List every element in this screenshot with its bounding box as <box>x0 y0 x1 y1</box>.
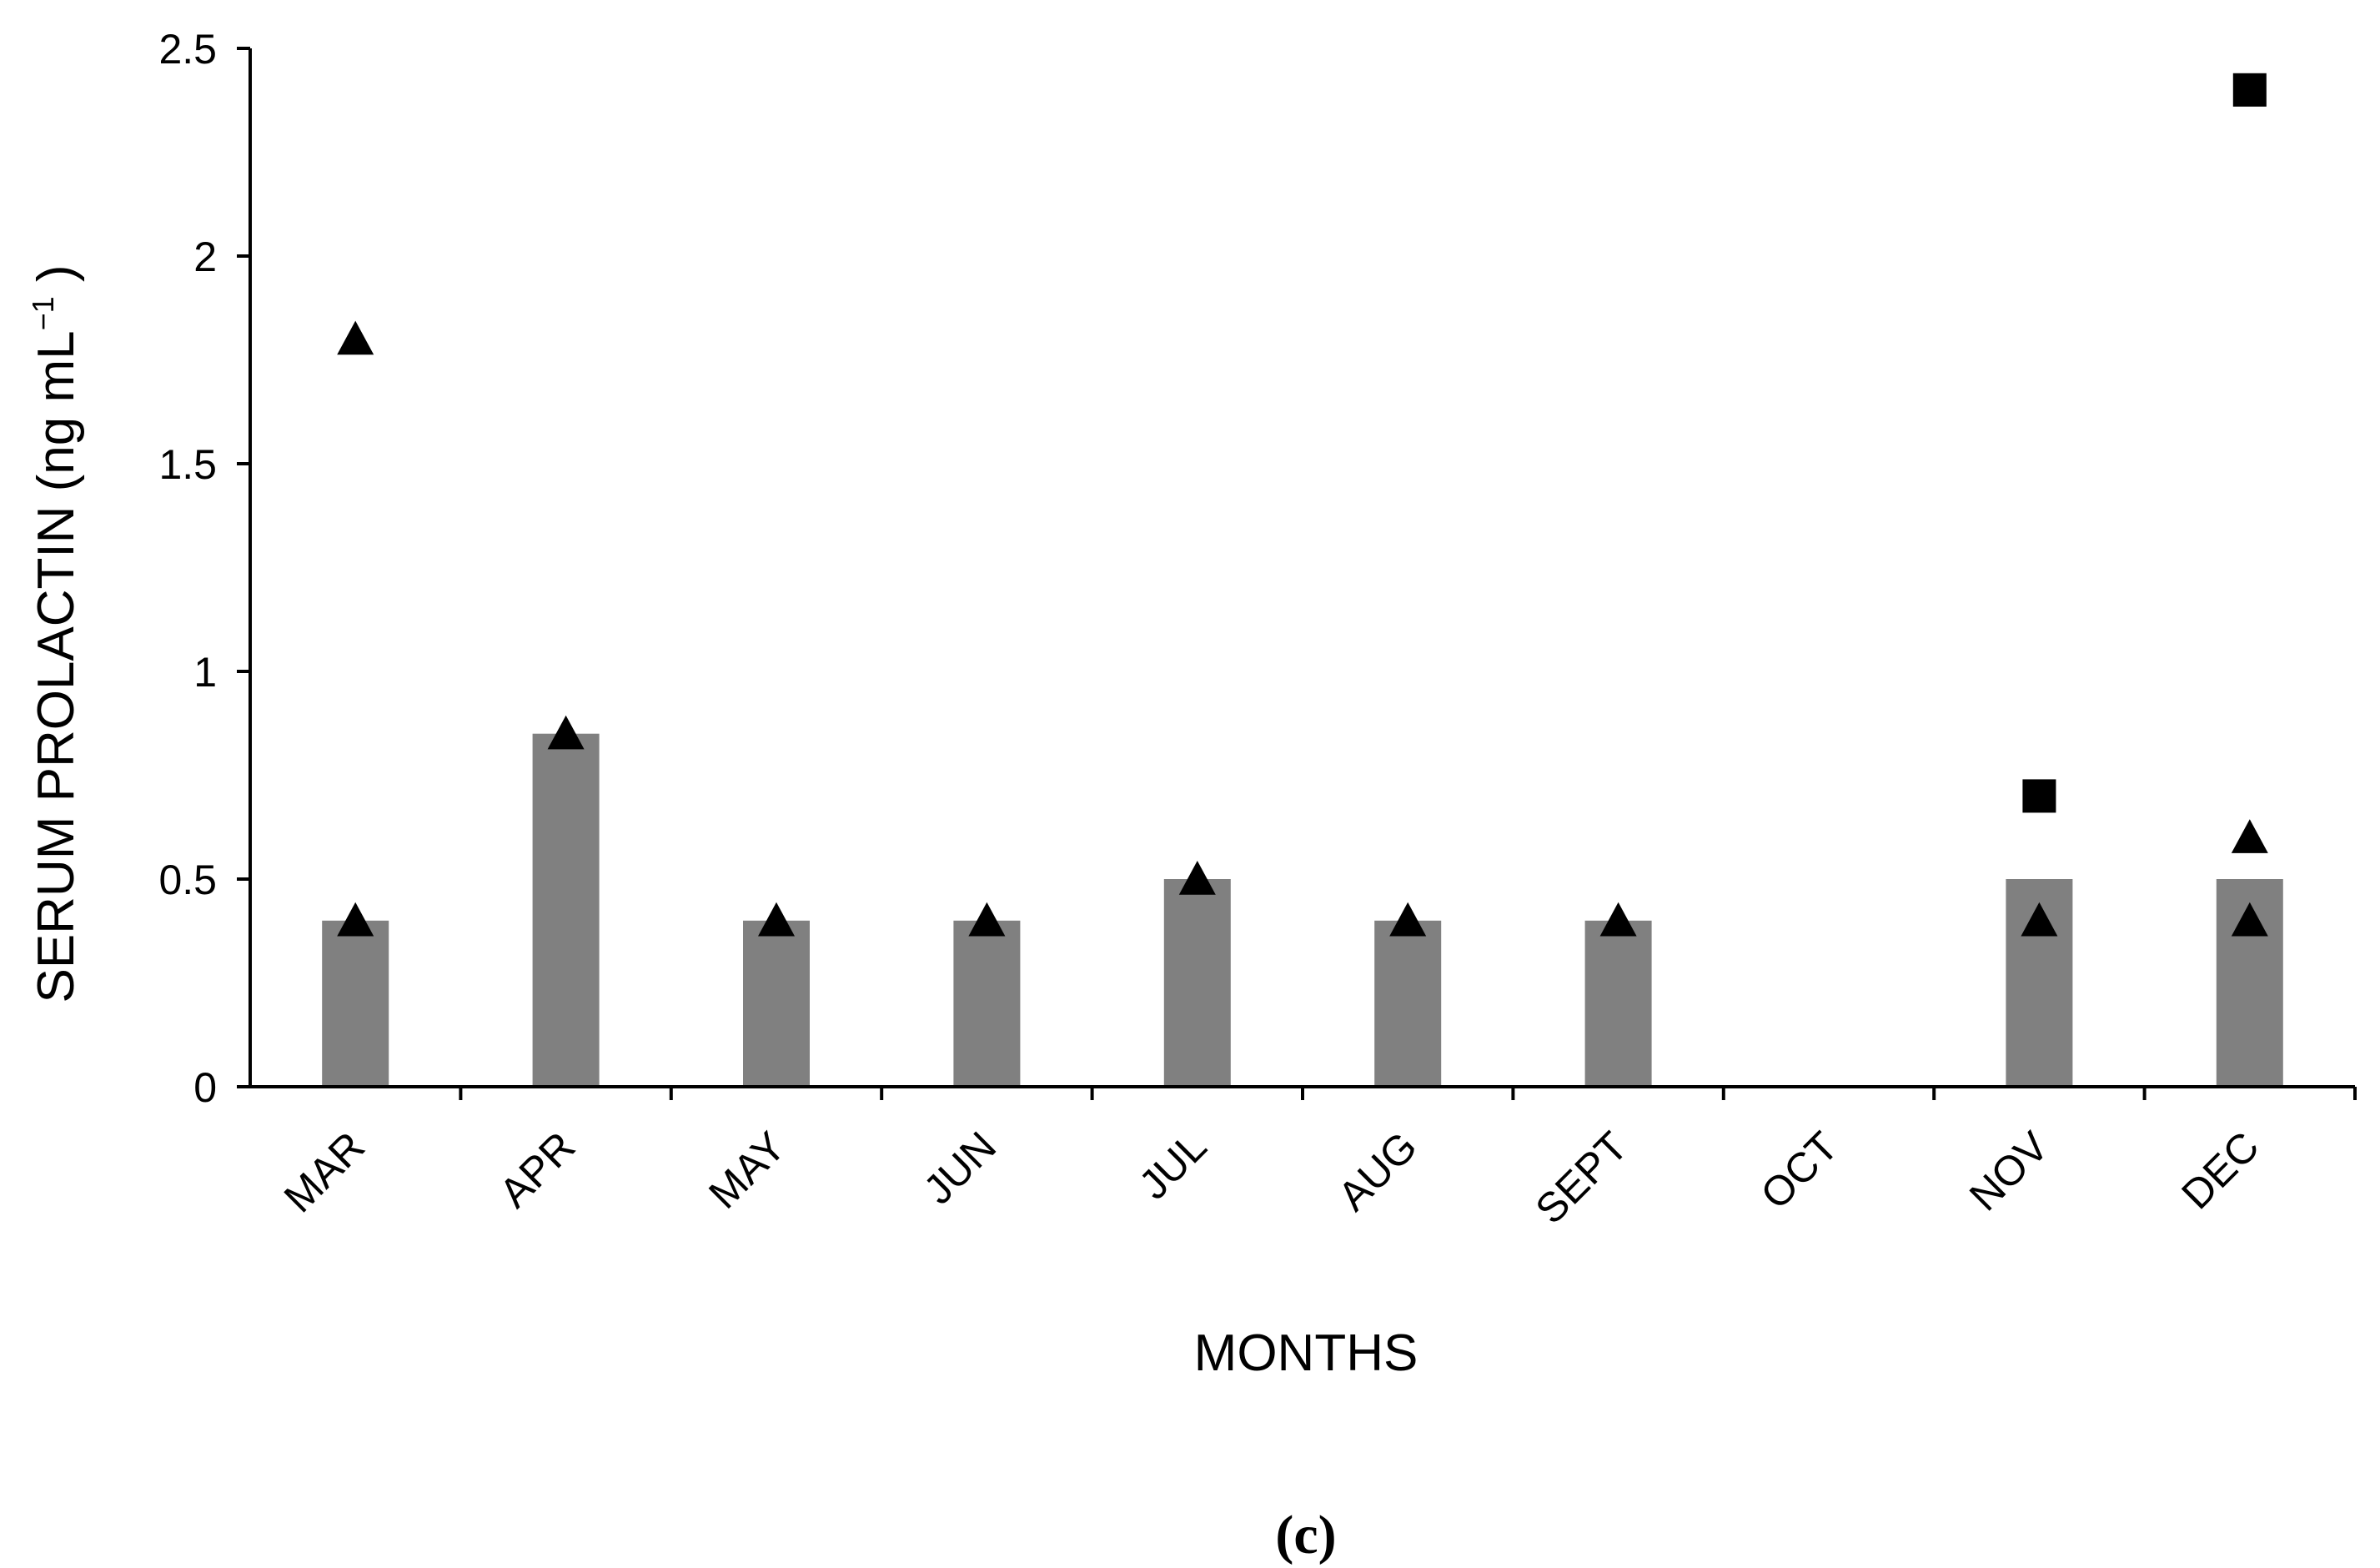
x-tick-label-sept: SEPT <box>1526 1123 1636 1233</box>
x-tick-label-aug: AUG <box>1329 1123 1426 1219</box>
triangle-point-jul-5 <box>1178 861 1216 895</box>
markers-layer <box>337 73 2268 937</box>
square-point-nov-0 <box>2022 779 2056 813</box>
bar-jun <box>953 920 1021 1087</box>
bar-may <box>743 920 810 1087</box>
triangle-point-aug-6 <box>1389 902 1427 937</box>
y-axis-title-superscript: −1 <box>26 296 60 330</box>
x-tick-label-nov: NOV <box>1961 1123 2058 1220</box>
y-axis-title: SERUM PROLACTIN (ng mL−1 ) <box>26 264 85 1003</box>
x-tick-label-jul: JUL <box>1130 1123 1215 1208</box>
x-tick-label-mar: MAR <box>275 1123 374 1221</box>
x-tick-label-dec: DEC <box>2172 1123 2267 1218</box>
triangle-point-nov-8 <box>2021 902 2058 937</box>
triangle-point-apr-2 <box>547 715 585 750</box>
y-tick-label-0: 0 <box>193 1064 217 1111</box>
triangle-point-mar-1 <box>337 902 374 937</box>
bar-jul <box>1163 879 1231 1087</box>
triangle-point-dec-9 <box>2231 819 2268 853</box>
y-tick-label-2: 2 <box>193 234 217 280</box>
triangle-point-sept-7 <box>1599 902 1637 937</box>
triangle-point-mar-0 <box>337 320 374 355</box>
y-tick-label-0-5: 0.5 <box>158 857 217 903</box>
square-point-dec-1 <box>2232 73 2267 107</box>
bars-layer <box>322 733 2283 1087</box>
triangle-point-jun-4 <box>968 902 1006 937</box>
bar-apr <box>532 733 600 1087</box>
bar-mar <box>322 920 389 1087</box>
triangle-point-may-3 <box>758 902 795 937</box>
x-tick-label-jun: JUN <box>915 1123 1005 1213</box>
panel-label: (c) <box>1275 1505 1336 1565</box>
y-axis-title-close: ) <box>28 264 85 296</box>
y-axis-title-main: SERUM PROLACTIN (ng mL <box>28 330 85 1003</box>
bar-aug <box>1374 920 1442 1087</box>
axes-layer <box>237 47 2357 1100</box>
y-tick-label-1: 1 <box>193 649 217 696</box>
x-axis-title: MONTHS <box>1194 1324 1418 1382</box>
x-tick-label-apr: APR <box>490 1123 584 1216</box>
y-tick-label-1-5: 1.5 <box>158 441 217 488</box>
x-tick-label-oct: OCT <box>1752 1123 1847 1218</box>
y-tick-label-2-5: 2.5 <box>158 26 217 73</box>
x-tick-label-may: MAY <box>700 1123 795 1218</box>
triangle-point-dec-10 <box>2231 902 2268 937</box>
bar-sept <box>1584 920 1652 1087</box>
